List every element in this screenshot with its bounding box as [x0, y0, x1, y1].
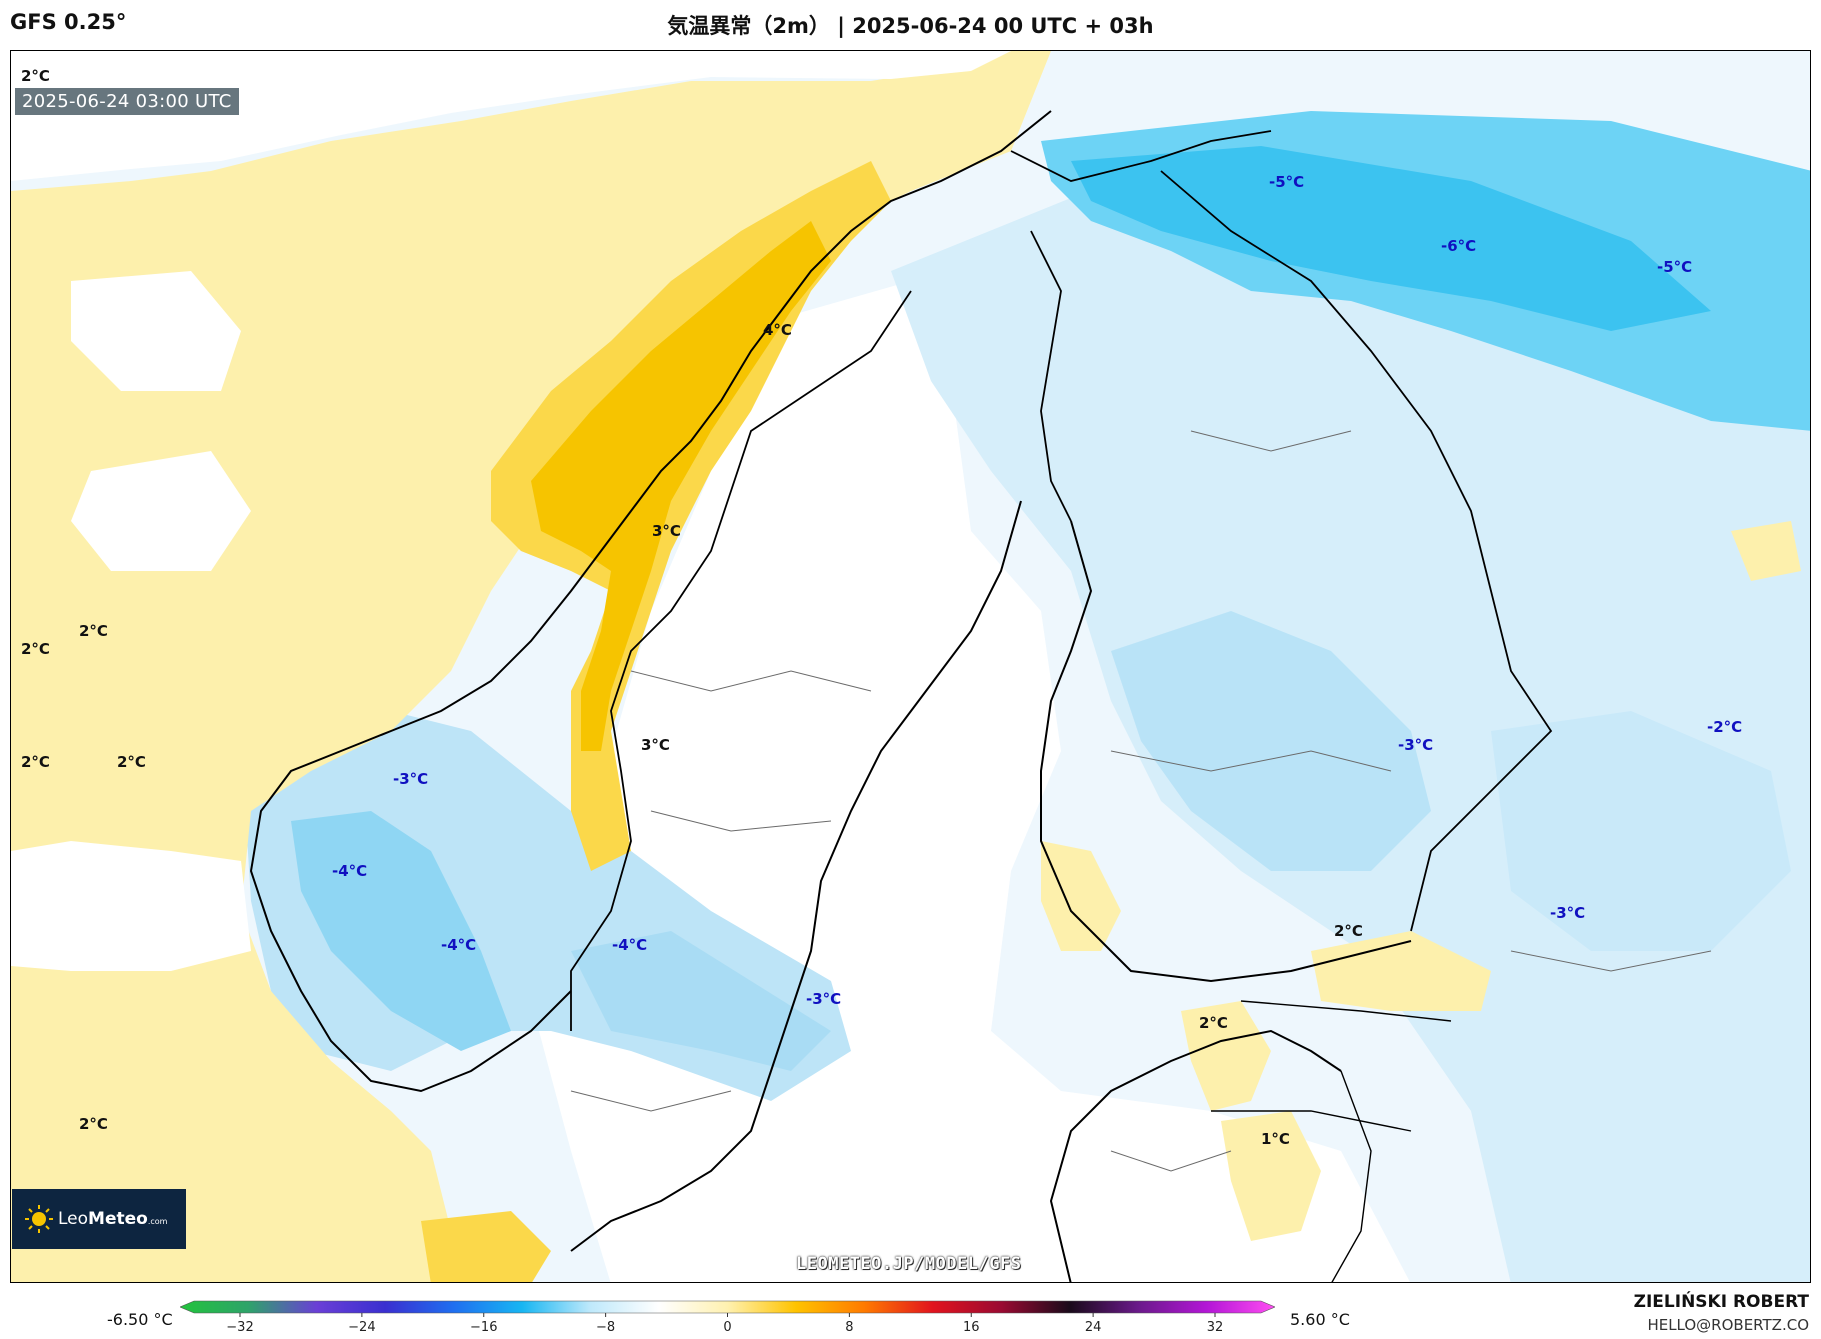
colorbar-tick-label: 32 — [1207, 1320, 1224, 1335]
cold-pocket-norway — [291, 811, 511, 1051]
border-sweden-finland — [1030, 230, 1072, 522]
temp-label: 2°C — [1334, 922, 1363, 940]
warm-pocket-finland — [1041, 841, 1121, 951]
colorbar-tick-label: 16 — [963, 1320, 980, 1335]
temp-label: 4°C — [763, 321, 792, 339]
temp-label: 3°C — [641, 736, 670, 754]
sea-neutral-patch-2 — [71, 271, 241, 391]
colorbar-tick-label: −16 — [470, 1320, 497, 1335]
temp-label: -5°C — [1269, 173, 1304, 191]
temp-label: -3°C — [393, 770, 428, 788]
colorbar-tick-label: −8 — [596, 1320, 615, 1335]
border-baltics — [1211, 1000, 1452, 1282]
cool-zone-east — [1491, 711, 1791, 951]
border-finland-russia — [1160, 170, 1553, 932]
temp-label: 2°C — [79, 622, 108, 640]
coastline-norway — [249, 110, 1052, 1093]
anomaly-map: 2°C 2°C 2°C 2°C 2°C 2°C 4°C 3°C 3°C -3°C… — [11, 51, 1810, 1282]
cold-pocket-sweden — [571, 931, 831, 1071]
temp-label: -3°C — [1398, 736, 1433, 754]
coastline-baltic — [1049, 1029, 1342, 1282]
temp-label: -4°C — [441, 936, 476, 954]
model-name: GFS 0.25° — [10, 10, 127, 34]
coastline-finland — [1040, 520, 1412, 983]
warm-pocket-kola — [1731, 521, 1801, 581]
temp-label: 2°C — [21, 640, 50, 658]
border-norway-sweden — [570, 290, 912, 1031]
temp-label: -6°C — [1441, 237, 1476, 255]
colorbar-tick-label: 0 — [723, 1320, 731, 1335]
colorbar-tick-label: −32 — [226, 1320, 253, 1335]
valid-time-box: 2025-06-24 03:00 UTC — [15, 88, 239, 115]
temp-label: -2°C — [1707, 718, 1742, 736]
admin-lines — [570, 430, 1712, 1172]
colorbar-max-label: 5.60 °C — [1290, 1310, 1350, 1329]
temp-label: 2°C — [21, 67, 50, 85]
temp-label: -4°C — [332, 862, 367, 880]
temp-label: -3°C — [1550, 904, 1585, 922]
author-name: ZIELIŃSKI ROBERT — [1633, 1292, 1809, 1312]
warm-pocket-latvia — [1181, 1001, 1271, 1111]
colorbar-min-label: -6.50 °C — [107, 1310, 173, 1329]
map-title: 気温異常（2m） | 2025-06-24 00 UTC + 03h — [667, 14, 1154, 38]
temp-label: -4°C — [612, 936, 647, 954]
temp-label: 2°C — [117, 753, 146, 771]
colorbar-tick-label: 8 — [845, 1320, 853, 1335]
leometeo-logo: LeoMeteo.com — [12, 1189, 186, 1249]
sea-neutral-band — [11, 841, 251, 971]
warm-pocket-denmark — [421, 1211, 551, 1282]
colorbar-scale: −32 −24 −16 −8 0 8 16 24 32 — [180, 1300, 1275, 1335]
sea-neutral-top — [11, 51, 1011, 181]
temp-label: -3°C — [806, 990, 841, 1008]
warm-core — [531, 221, 831, 751]
logo-name-bold: Meteo — [88, 1209, 148, 1229]
colorbar: -6.50 °C −32 −24 −16 −8 0 8 16 24 32 5.60 °C — [0, 1290, 1821, 1339]
border-norway-russia — [1010, 130, 1272, 182]
temp-label: 3°C — [652, 522, 681, 540]
logo-text: LeoMeteo.com — [58, 1209, 167, 1229]
coastline-sweden-east — [570, 500, 1022, 1252]
temp-label: 1°C — [1261, 1130, 1290, 1148]
colorbar-bar — [180, 1300, 1275, 1314]
logo-suffix: .com — [147, 1217, 168, 1226]
map-panel: 2°C 2°C 2°C 2°C 2°C 2°C 4°C 3°C 3°C -3°C… — [10, 50, 1811, 1283]
warm-pocket-lithuania — [1221, 1111, 1321, 1241]
colorbar-tick-label: −24 — [348, 1320, 375, 1335]
warm-sea — [11, 51, 1051, 1282]
temp-label: -5°C — [1657, 258, 1692, 276]
warm-pocket-estonia — [1311, 931, 1491, 1011]
author-email[interactable]: HELLO@ROBERTZ.CO — [1647, 1316, 1809, 1334]
temp-label: 2°C — [21, 753, 50, 771]
temp-label: 2°C — [1199, 1014, 1228, 1032]
cold-zone-core — [1071, 146, 1711, 331]
sea-neutral-patch — [71, 451, 251, 571]
source-watermark: LEOMETEO.JP/MODEL/GFS — [796, 1254, 1022, 1274]
cool-zone-finland — [1111, 611, 1431, 871]
temp-label: 2°C — [79, 1115, 108, 1133]
sun-icon — [25, 1205, 53, 1233]
logo-name-light: Leo — [58, 1209, 89, 1229]
colorbar-tick-label: 24 — [1085, 1320, 1102, 1335]
